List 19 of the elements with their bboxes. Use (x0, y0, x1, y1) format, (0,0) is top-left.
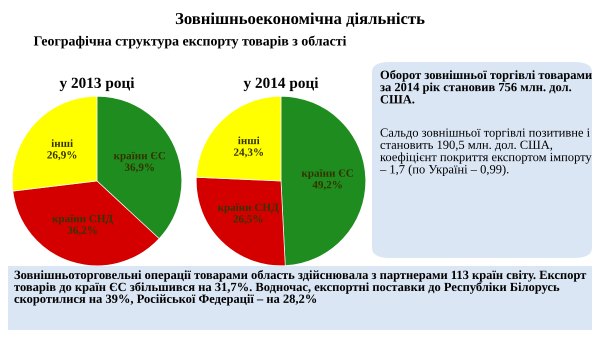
text: Сальдо зовнішньої торгівлі позитивне і становить 190,5 млн. дол. США, коефіцієнт покриття експортом імпорту – 1,7 (по Україні – 0,99). (380, 128, 592, 176)
text: Оборот зовнішньої торгівлі товарами за 2014 рік становив 756 млн. дол. США. (380, 70, 592, 104)
text: Зовнішньоекономічна діяльність (176, 12, 425, 27)
data-label: 36,2% (68, 226, 97, 236)
slice-label: інші (51, 139, 73, 147)
text: Зовнішньоторговельні операції товарами область здійснювала з партнерами 113 країн світу. Експорт товарів до країн ЄС збільшився на 31,7%. Водночас, експортні поставки до Республіки Білорусь скоротилися на 39%, Російської Федерації – на 28,2% (14, 270, 586, 306)
slice-label: країни ЄС (302, 169, 353, 180)
slice-label: країни СНД (52, 214, 114, 225)
text: Географічна структура експорту товарів з області (34, 36, 346, 48)
chart-title: у 2013 році (60, 77, 134, 92)
data-label: 49,2% (312, 180, 342, 190)
chart-title: у 2014 році (244, 77, 318, 92)
slice-label: країни ЄС (114, 152, 166, 162)
data-label: 36,9% (124, 163, 154, 173)
data-label: 26,9% (47, 151, 76, 160)
data-label: 24,3% (234, 148, 264, 158)
slice-label: країни СНД (218, 203, 279, 214)
slice-label: інші (238, 136, 260, 144)
data-label: 26,5% (233, 215, 262, 224)
